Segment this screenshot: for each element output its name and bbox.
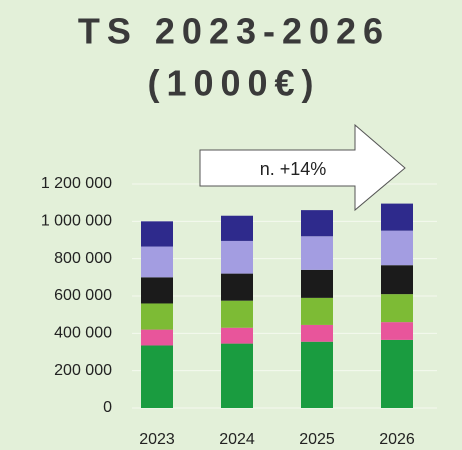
bar-segment: [221, 343, 253, 408]
y-tick-label: 0: [103, 399, 112, 416]
y-tick-label: 1 000 000: [41, 213, 112, 230]
y-tick-label: 200 000: [54, 362, 112, 379]
bar-segment: [301, 210, 333, 237]
y-tick-label: 800 000: [54, 250, 112, 267]
bar-segment: [301, 236, 333, 270]
arrow: [199, 123, 406, 212]
bar-segment: [301, 324, 333, 342]
bar-segment: [221, 240, 253, 274]
bar-segment: [381, 322, 413, 340]
bar-segment: [141, 345, 173, 408]
bar-segment: [301, 269, 333, 298]
bar-segment: [141, 303, 173, 330]
x-tick-label: 2024: [219, 431, 255, 448]
plot: 0 200 000 400 000 600 000 800 000 1 000 000 1 …: [41, 175, 437, 448]
y-tick-label: 1 200 000: [41, 175, 112, 192]
annotation: n. +14%: [260, 159, 327, 179]
chart-subtitle: (1000€): [147, 63, 320, 104]
bar-segment: [141, 277, 173, 304]
bar-segment: [301, 297, 333, 325]
bar-segment: [381, 265, 413, 295]
bar-segment: [221, 327, 253, 344]
y-tick-label: 400 000: [54, 325, 112, 342]
bar-segment: [141, 221, 173, 247]
bar-segment: [381, 203, 413, 231]
x-tick-label: 2023: [139, 431, 175, 448]
bar-segment: [141, 246, 173, 278]
x-tick-label: 2025: [299, 431, 335, 448]
x-tick-label: 2026: [379, 431, 415, 448]
bar-segment: [381, 230, 413, 266]
bar-segment: [221, 300, 253, 328]
bar-segment: [141, 329, 173, 346]
chart-title: TS 2023-2026: [78, 11, 390, 52]
bar-segment: [381, 294, 413, 323]
bar-segment: [221, 215, 253, 241]
y-tick-label: 600 000: [54, 287, 112, 304]
bar-segment: [301, 341, 333, 408]
bar-segment: [381, 339, 413, 408]
bar-segment: [221, 273, 253, 301]
